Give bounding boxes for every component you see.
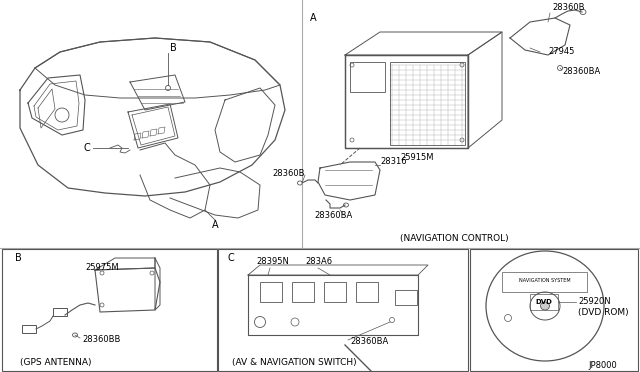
- Bar: [292, 282, 314, 302]
- Text: 25915M: 25915M: [400, 154, 433, 163]
- Bar: [390, 62, 465, 145]
- Text: A: A: [212, 220, 218, 230]
- Text: 28395N: 28395N: [256, 257, 289, 266]
- Text: JP8000: JP8000: [588, 360, 617, 369]
- Text: A: A: [310, 13, 317, 23]
- Text: 28360BA: 28360BA: [350, 337, 388, 346]
- Text: 25975M: 25975M: [85, 263, 118, 273]
- Text: C: C: [83, 143, 90, 153]
- Text: 283A6: 283A6: [305, 257, 332, 266]
- Text: 27945: 27945: [548, 48, 574, 57]
- Bar: [502, 272, 587, 292]
- Text: 28360B: 28360B: [273, 169, 305, 177]
- Text: (AV & NAVIGATION SWITCH): (AV & NAVIGATION SWITCH): [232, 359, 356, 368]
- Text: 28360BA: 28360BA: [314, 211, 352, 219]
- Bar: [395, 290, 417, 305]
- Text: (NAVIGATION CONTROL): (NAVIGATION CONTROL): [400, 234, 509, 243]
- Bar: [218, 249, 468, 371]
- Bar: [53, 308, 67, 316]
- Bar: [350, 62, 385, 92]
- Bar: [345, 55, 468, 148]
- Text: 25920N: 25920N: [578, 298, 611, 307]
- Bar: [22, 325, 36, 333]
- Text: 28360BA: 28360BA: [562, 67, 600, 77]
- Text: B: B: [15, 253, 22, 263]
- Bar: [324, 282, 346, 302]
- Text: 28316: 28316: [380, 157, 406, 167]
- Bar: [260, 282, 282, 302]
- Text: (DVD ROM): (DVD ROM): [578, 308, 628, 317]
- Text: (GPS ANTENNA): (GPS ANTENNA): [20, 359, 92, 368]
- Bar: [470, 249, 638, 371]
- Bar: [2, 249, 217, 371]
- Text: 28360BB: 28360BB: [82, 336, 120, 344]
- Text: B: B: [170, 43, 177, 53]
- Text: NAVIGATION SYSTEM: NAVIGATION SYSTEM: [519, 278, 571, 282]
- Bar: [356, 282, 378, 302]
- Text: DVD: DVD: [536, 299, 552, 305]
- Text: C: C: [228, 253, 235, 263]
- Bar: [530, 294, 558, 310]
- Text: 28360B: 28360B: [552, 3, 584, 13]
- Ellipse shape: [541, 302, 550, 310]
